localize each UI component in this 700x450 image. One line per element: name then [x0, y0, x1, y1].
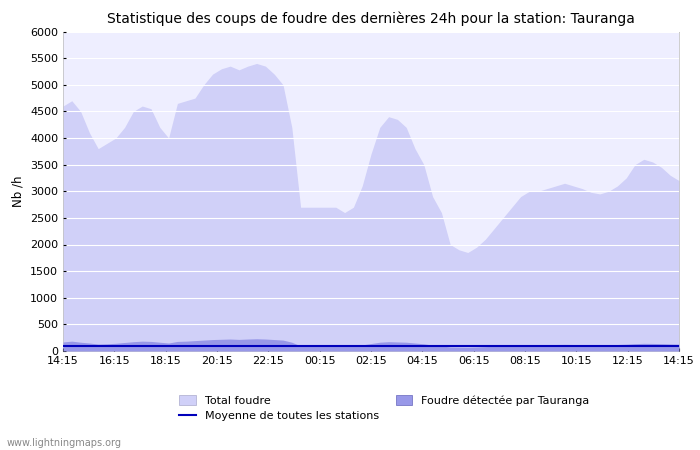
Title: Statistique des coups de foudre des dernières 24h pour la station: Tauranga: Statistique des coups de foudre des dern…	[107, 12, 635, 26]
Legend: Total foudre, Moyenne de toutes les stations, Foudre détectée par Tauranga: Total foudre, Moyenne de toutes les stat…	[179, 395, 589, 421]
Y-axis label: Nb /h: Nb /h	[11, 176, 25, 207]
Text: www.lightningmaps.org: www.lightningmaps.org	[7, 438, 122, 448]
